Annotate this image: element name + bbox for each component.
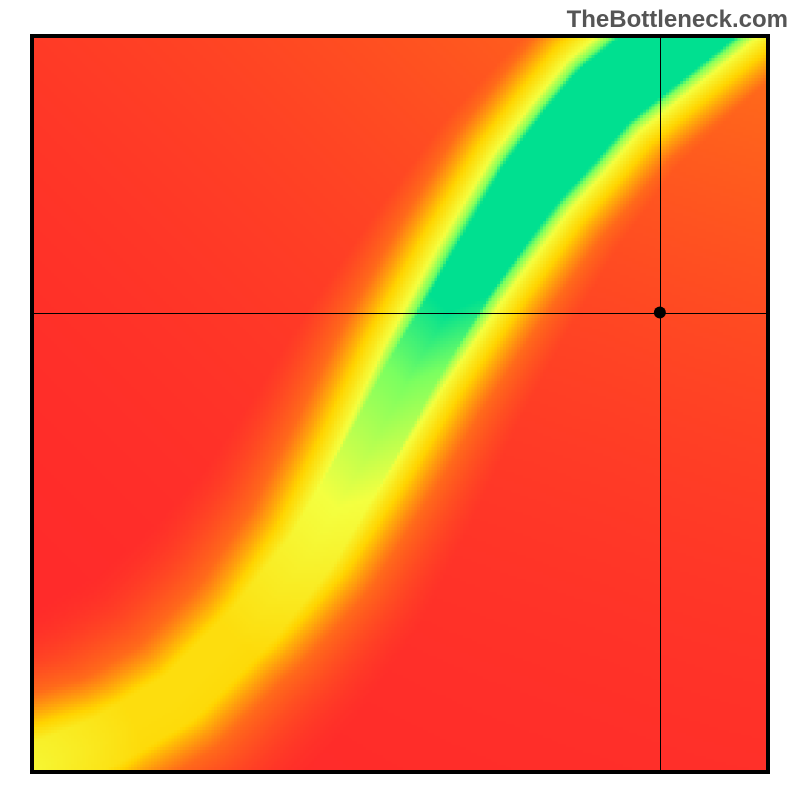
plot-area [30, 34, 770, 774]
watermark-text: TheBottleneck.com [567, 6, 788, 34]
crosshair-overlay [30, 34, 770, 774]
